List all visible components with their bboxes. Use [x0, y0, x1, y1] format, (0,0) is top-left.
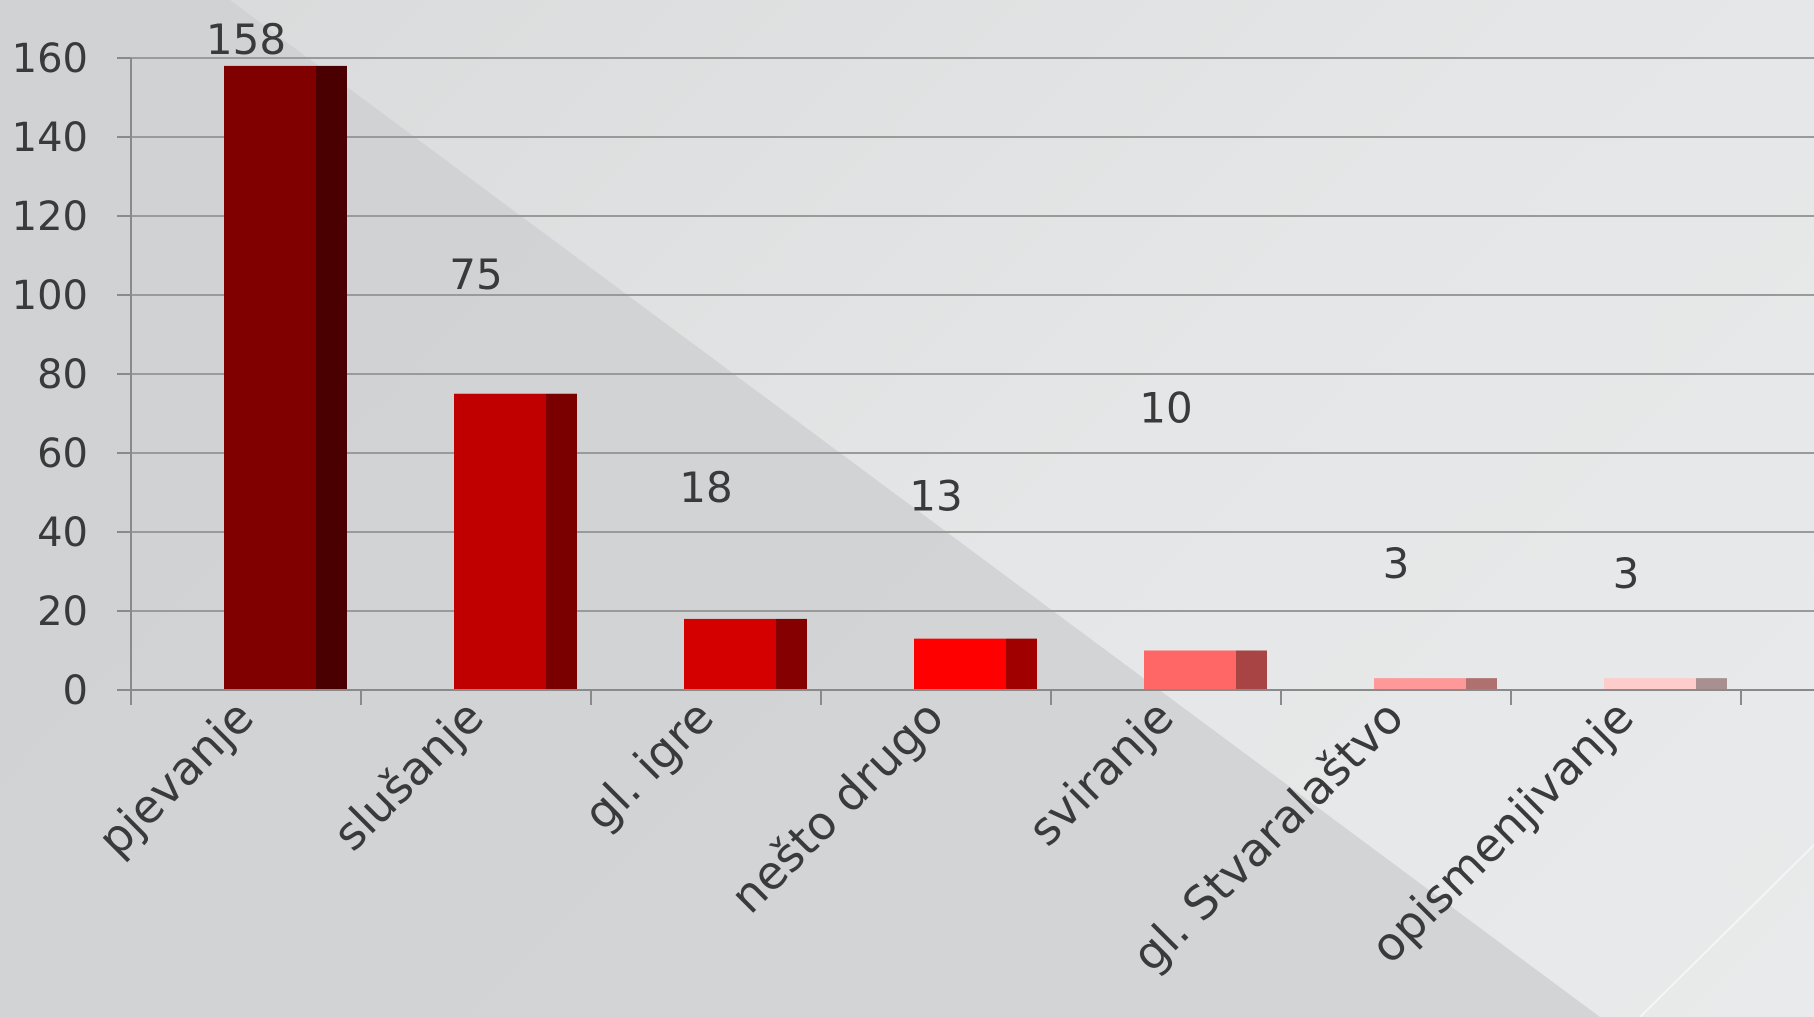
x-tick-label: slušanje: [322, 690, 493, 861]
y-tick-label: 20: [37, 589, 88, 635]
y-tick-label: 160: [12, 36, 88, 82]
data-label: 18: [679, 463, 732, 512]
y-tick-label: 120: [12, 194, 88, 240]
bar: [684, 618, 776, 690]
bars: [224, 65, 1727, 690]
y-tick-label: 40: [37, 510, 88, 556]
y-tick-label: 140: [12, 115, 88, 161]
data-label: 158: [206, 15, 286, 64]
y-tick-label: 80: [37, 352, 88, 398]
bar: [1374, 678, 1466, 690]
x-tick-label: sviranje: [1017, 690, 1183, 856]
bar: [1604, 678, 1696, 690]
background-diagonal-shape: [0, 0, 1600, 1017]
x-tick-label: gl. igre: [573, 690, 724, 841]
bar-side: [1006, 638, 1037, 690]
data-label: 3: [1383, 539, 1410, 588]
data-label: 75: [449, 250, 502, 299]
x-axis: [130, 58, 1814, 705]
bar: [1144, 650, 1236, 690]
data-label: 10: [1139, 384, 1192, 433]
bar-side: [546, 393, 577, 690]
y-axis-ticks: 0 20 40 60 80 100 120 140 160: [12, 36, 131, 714]
x-tick-label: nešto drugo: [720, 690, 954, 924]
y-tick-label: 60: [37, 431, 88, 477]
bar: [224, 65, 316, 690]
bar-side: [1466, 678, 1497, 690]
bar: [914, 638, 1006, 690]
bar-side: [1236, 650, 1267, 690]
bar-side: [776, 618, 807, 690]
data-label: 13: [909, 472, 962, 521]
data-labels: 158 75 18 13 10 3 3: [206, 15, 1639, 598]
y-tick-label: 0: [63, 668, 88, 714]
data-label: 3: [1613, 549, 1640, 598]
gridlines: [131, 57, 1814, 612]
bar-side: [1696, 678, 1727, 690]
x-tick-label: pjevanje: [87, 690, 264, 867]
bar-side: [316, 65, 347, 690]
background-accent-line: [1639, 844, 1814, 1017]
bar: [454, 393, 546, 690]
y-tick-label: 100: [12, 273, 88, 319]
